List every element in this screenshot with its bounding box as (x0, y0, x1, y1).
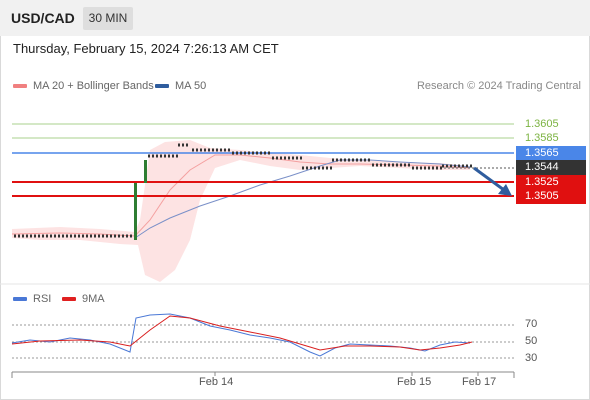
legend-rsi-label: RSI (33, 293, 52, 305)
x-label-feb17: Feb 17 (462, 376, 497, 388)
price-label-1.3505: 1.3505 (516, 189, 586, 204)
price-label-1.3565: 1.3565 (516, 146, 586, 161)
timeframe-button[interactable]: 30 MIN (83, 7, 133, 30)
legend-bollinger-swatch (13, 84, 27, 88)
x-label-feb14: Feb 14 (199, 376, 234, 388)
legend-9ma-swatch (62, 297, 76, 301)
legend-bollinger: MA 20 + Bollinger Bands (13, 80, 154, 92)
legend-9ma: 9MA (62, 293, 105, 305)
price-label-1.3544: 1.3544 (516, 160, 586, 175)
rsi-level-30: 30 (525, 352, 538, 364)
research-credit: Research © 2024 Trading Central (416, 80, 581, 92)
bollinger-band-area (12, 140, 470, 282)
price-label-1.3525: 1.3525 (516, 175, 586, 190)
rsi-level-50: 50 (525, 335, 538, 347)
ma50-line (134, 159, 471, 239)
price-label-1.3605: 1.3605 (525, 118, 559, 130)
rsi-9ma-line (11, 315, 473, 351)
chart-datetime: Thursday, February 15, 2024 7:26:13 AM C… (13, 41, 279, 56)
forecast-arrow-head (498, 184, 512, 196)
legend-ma50-swatch (155, 84, 169, 88)
forecast-arrow (473, 166, 505, 192)
legend-9ma-label: 9MA (82, 293, 105, 305)
candlestick-series (14, 143, 472, 240)
legend-rsi-swatch (13, 297, 27, 301)
legend-rsi: RSI (13, 293, 51, 305)
rsi-line (11, 313, 471, 357)
symbol-title: USD/CAD (11, 10, 75, 26)
price-label-1.3585: 1.3585 (525, 132, 559, 144)
legend-ma50: MA 50 (155, 80, 206, 92)
chart-header: USD/CAD 30 MIN (0, 0, 590, 36)
x-label-feb15: Feb 15 (397, 376, 432, 388)
legend-ma50-label: MA 50 (175, 80, 207, 92)
legend-bollinger-label: MA 20 + Bollinger Bands (33, 80, 154, 92)
rsi-level-70: 70 (525, 318, 538, 330)
